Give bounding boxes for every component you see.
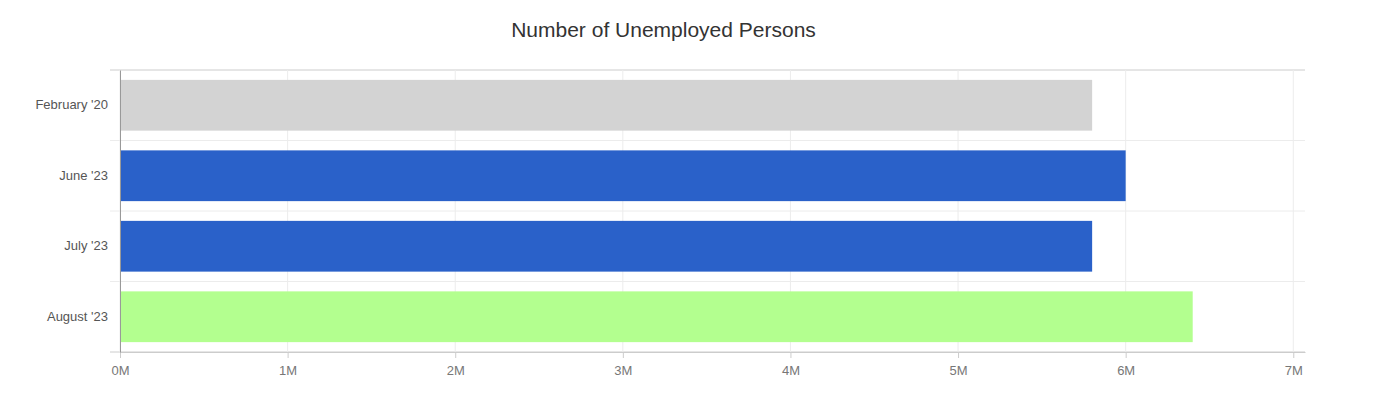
tick: February '20 bbox=[35, 97, 120, 112]
bars bbox=[120, 80, 1193, 342]
y-axis: February '20 June '23 July '23 August '23 bbox=[35, 71, 120, 353]
x-axis: 0M 1M 2M 3M 4M 5M 6M 7M bbox=[111, 352, 1305, 378]
tick: 2M bbox=[447, 352, 465, 378]
tick-label: 3M bbox=[614, 363, 632, 378]
tick-mark bbox=[623, 352, 624, 358]
tick-mark bbox=[958, 352, 959, 358]
tick-label: 6M bbox=[1117, 363, 1135, 378]
tick-mark bbox=[120, 352, 121, 358]
plot: 0M 1M 2M 3M 4M 5M 6M 7M February '20 June '23 July… bbox=[35, 70, 1305, 378]
tick-mark bbox=[790, 352, 791, 358]
chart: Number of Unemployed Persons 0M 1M 2M 3M 4M 5M… bbox=[0, 0, 1377, 397]
tick-label: 4M bbox=[782, 363, 800, 378]
tick-label: 2M bbox=[447, 363, 465, 378]
category-label: June '23 bbox=[59, 168, 108, 183]
grid bbox=[120, 70, 1293, 352]
tick: July '23 bbox=[64, 238, 120, 253]
axis-line bbox=[120, 71, 121, 353]
tick: 0M bbox=[111, 352, 129, 378]
tick: 3M bbox=[614, 352, 632, 378]
category-label: February '20 bbox=[35, 97, 108, 112]
tick-mark bbox=[455, 352, 456, 358]
tick-mark bbox=[288, 352, 289, 358]
tick-label: 0M bbox=[111, 363, 129, 378]
tick: 6M bbox=[1117, 352, 1135, 378]
tick: August '23 bbox=[47, 309, 120, 324]
bar bbox=[120, 150, 1126, 201]
tick: 1M bbox=[279, 352, 297, 378]
category-label: August '23 bbox=[47, 309, 108, 324]
tick-mark bbox=[1126, 352, 1127, 358]
category-label: July '23 bbox=[64, 238, 108, 253]
title: Number of Unemployed Persons bbox=[511, 18, 816, 41]
axis-line bbox=[121, 352, 1306, 353]
grid-line bbox=[1293, 70, 1294, 352]
tick-label: 5M bbox=[950, 363, 968, 378]
tick-label: 1M bbox=[279, 363, 297, 378]
bar bbox=[120, 221, 1092, 272]
tick: 7M bbox=[1285, 352, 1303, 378]
tick-mark bbox=[1293, 352, 1294, 358]
bar bbox=[120, 291, 1193, 342]
grid-line bbox=[120, 70, 121, 352]
tick: 5M bbox=[950, 352, 968, 378]
bar bbox=[120, 80, 1092, 131]
tick: June '23 bbox=[59, 168, 120, 183]
tick: 4M bbox=[782, 352, 800, 378]
tick-label: 7M bbox=[1285, 363, 1303, 378]
frame bbox=[110, 70, 1305, 352]
